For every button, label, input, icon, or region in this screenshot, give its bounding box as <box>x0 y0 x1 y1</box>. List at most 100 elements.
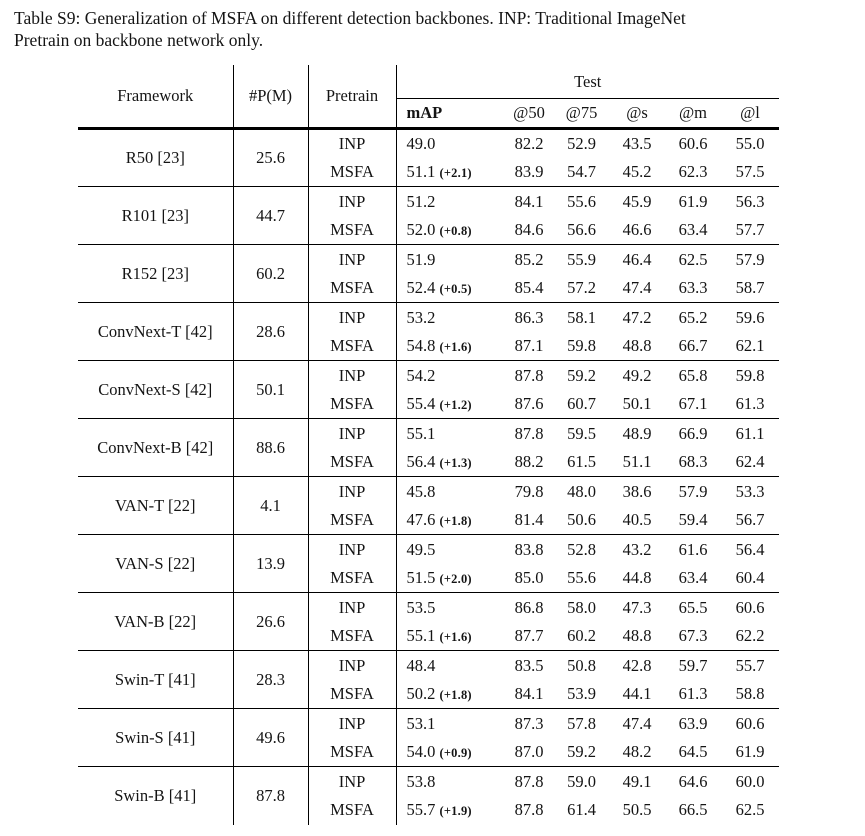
table-row-msfa: MSFA 51.5 (+2.0) 85.0 55.6 44.8 63.4 60.… <box>78 563 779 593</box>
at75-cell: 59.2 <box>567 365 596 385</box>
backbone-group: VAN-B [22] 26.6 INP 53.5 86.8 58.0 47.3 … <box>78 592 779 651</box>
atl-cell: 55.7 <box>735 655 765 675</box>
atm-cell: 65.5 <box>678 597 708 617</box>
at75-cell: 59.2 <box>567 742 596 762</box>
atl-cell: 62.2 <box>735 626 765 646</box>
atl-cell: 60.4 <box>735 568 765 588</box>
ats-cell: 51.1 <box>622 452 652 472</box>
atm-cell: 65.8 <box>678 365 708 385</box>
at75-cell: 58.1 <box>567 307 596 327</box>
atl-cell: 57.5 <box>735 162 765 182</box>
atm-cell: 59.7 <box>678 655 708 675</box>
table-row-msfa: MSFA 52.4 (+0.5) 85.4 57.2 47.4 63.3 58.… <box>78 273 779 303</box>
framework-cell: VAN-S [22] <box>78 534 234 593</box>
ats-cell: 44.1 <box>622 684 652 704</box>
backbone-group: Swin-S [41] 49.6 INP 53.1 87.3 57.8 47.4… <box>78 708 779 767</box>
pretrain-cell-inp: INP <box>308 708 397 738</box>
map-cell: 52.4 (+0.5) <box>396 274 504 303</box>
atm-cell: 63.3 <box>678 278 708 298</box>
atm-cell: 67.3 <box>678 626 708 646</box>
at75-cell: 61.5 <box>567 452 596 472</box>
map-delta-badge: (+2.1) <box>439 166 472 181</box>
pretrain-cell-msfa: MSFA <box>308 273 397 303</box>
map-value: 55.4 <box>406 394 436 414</box>
header-at75: @75 <box>565 103 598 123</box>
table-row-msfa: MSFA 52.0 (+0.8) 84.6 56.6 46.6 63.4 57.… <box>78 215 779 245</box>
header-map: mAP <box>406 103 443 123</box>
at75-cell: 57.2 <box>567 278 596 298</box>
map-value: 52.4 <box>406 278 436 298</box>
at75-cell: 60.7 <box>567 394 596 414</box>
pretrain-cell-inp: INP <box>308 534 397 564</box>
ats-cell: 47.2 <box>622 307 652 327</box>
framework-cell: R152 [23] <box>78 244 234 303</box>
header-atm: @m <box>678 103 708 123</box>
map-value: 52.0 <box>406 220 436 240</box>
header-framework: Framework <box>78 64 234 129</box>
ats-cell: 49.1 <box>622 771 652 791</box>
map-cell: 48.4 <box>406 655 436 675</box>
at50-cell: 85.2 <box>514 249 544 269</box>
pretrain-cell-inp: INP <box>308 418 397 448</box>
map-cell: 53.1 <box>406 713 436 733</box>
at50-cell: 81.4 <box>514 510 544 530</box>
at75-cell: 50.8 <box>567 655 596 675</box>
header-atl: @l <box>740 103 760 123</box>
ats-cell: 43.5 <box>622 134 652 154</box>
map-delta-badge: (+1.3) <box>439 456 472 471</box>
at75-cell: 53.9 <box>567 684 596 704</box>
at50-cell: 83.5 <box>514 655 544 675</box>
atl-cell: 61.1 <box>735 423 765 443</box>
map-value: 47.6 <box>406 510 436 530</box>
at50-cell: 79.8 <box>514 481 544 501</box>
at50-cell: 87.7 <box>514 626 544 646</box>
ats-cell: 50.1 <box>622 394 652 414</box>
atl-cell: 60.0 <box>735 771 765 791</box>
atl-cell: 60.6 <box>735 713 765 733</box>
backbone-group: Swin-B [41] 87.8 INP 53.8 87.8 59.0 49.1… <box>78 766 779 825</box>
atm-cell: 63.4 <box>678 220 708 240</box>
map-cell: 54.8 (+1.6) <box>396 332 504 361</box>
ats-cell: 42.8 <box>622 655 652 675</box>
map-cell: 55.7 (+1.9) <box>396 796 504 825</box>
at75-cell: 54.7 <box>567 162 596 182</box>
map-cell: 49.0 <box>406 134 436 154</box>
params-cell: 4.1 <box>233 476 309 535</box>
table-caption: Table S9: Generalization of MSFA on diff… <box>14 7 859 52</box>
table-row-inp: Swin-T [41] 28.3 INP 48.4 83.5 50.8 42.8… <box>78 650 779 709</box>
backbone-group: R50 [23] 25.6 INP 49.0 82.2 52.9 43.5 60… <box>78 128 779 187</box>
at50-cell: 87.3 <box>514 713 544 733</box>
atl-cell: 55.0 <box>735 134 765 154</box>
map-cell: 51.9 <box>406 249 436 269</box>
atm-cell: 65.2 <box>678 307 708 327</box>
at50-cell: 84.1 <box>514 684 544 704</box>
map-delta-badge: (+1.8) <box>439 514 472 529</box>
at75-cell: 60.2 <box>567 626 596 646</box>
atl-cell: 59.8 <box>735 365 765 385</box>
table-row-inp: Swin-S [41] 49.6 INP 53.1 87.3 57.8 47.4… <box>78 708 779 767</box>
framework-cell: VAN-B [22] <box>78 592 234 651</box>
map-cell: 55.4 (+1.2) <box>396 390 504 419</box>
map-cell: 56.4 (+1.3) <box>396 448 504 477</box>
atm-cell: 59.4 <box>678 510 708 530</box>
params-cell: 25.6 <box>233 128 309 187</box>
pretrain-cell-msfa: MSFA <box>308 795 397 825</box>
atl-cell: 60.6 <box>735 597 765 617</box>
ats-cell: 40.5 <box>622 510 652 530</box>
map-cell: 51.2 <box>406 191 436 211</box>
table-row-msfa: MSFA 47.6 (+1.8) 81.4 50.6 40.5 59.4 56.… <box>78 505 779 535</box>
table-row-inp: Swin-B [41] 87.8 INP 53.8 87.8 59.0 49.1… <box>78 766 779 825</box>
atm-cell: 64.5 <box>678 742 708 762</box>
at50-cell: 87.6 <box>514 394 544 414</box>
atm-cell: 63.4 <box>678 568 708 588</box>
framework-cell: VAN-T [22] <box>78 476 234 535</box>
at75-cell: 61.4 <box>567 800 596 820</box>
atl-cell: 61.9 <box>735 742 765 762</box>
table-row-msfa: MSFA 54.8 (+1.6) 87.1 59.8 48.8 66.7 62.… <box>78 331 779 361</box>
map-cell: 53.5 <box>406 597 436 617</box>
header-params: #P(M) <box>233 64 309 129</box>
at50-cell: 87.0 <box>514 742 544 762</box>
backbone-group: Swin-T [41] 28.3 INP 48.4 83.5 50.8 42.8… <box>78 650 779 709</box>
atm-cell: 67.1 <box>678 394 708 414</box>
atl-cell: 58.7 <box>735 278 765 298</box>
